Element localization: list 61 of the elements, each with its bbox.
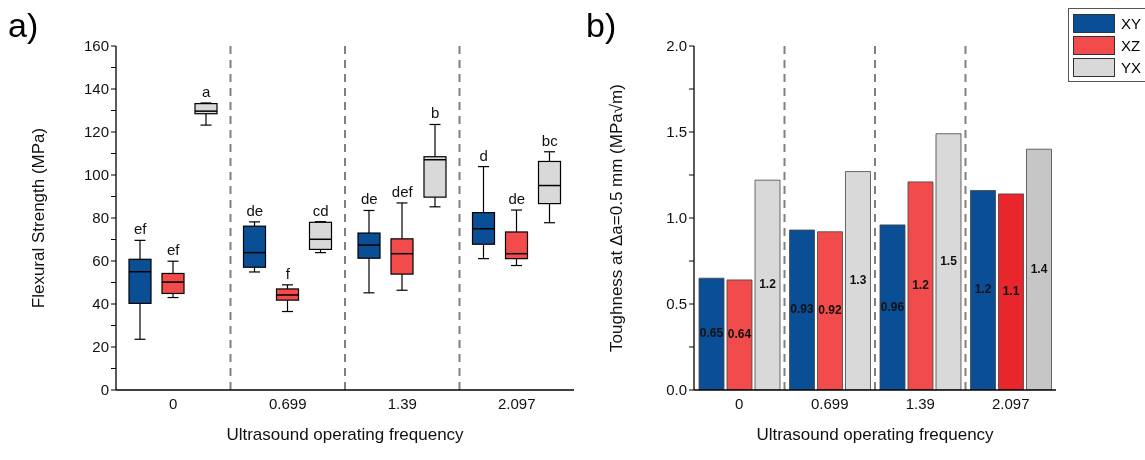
annotation: a — [202, 82, 212, 100]
y-tick-label: 0.5 — [666, 295, 687, 313]
annotation: f — [285, 264, 291, 282]
bar — [789, 229, 815, 390]
y-tick-label: 40 — [92, 295, 109, 313]
annotation: cd — [312, 201, 329, 219]
data-label: 1.3 — [849, 272, 867, 287]
y-tick-label: 20 — [92, 338, 109, 356]
bar — [817, 231, 843, 390]
y-tick-label: 80 — [92, 209, 109, 227]
y-tick-label: 120 — [83, 123, 109, 141]
annotation: ef — [133, 220, 148, 238]
annotation: de — [360, 190, 378, 208]
y-tick-label: 1.0 — [666, 209, 687, 227]
data-label: 1.1 — [1002, 284, 1020, 299]
legend-label: XY — [1120, 14, 1141, 32]
x-tick-label: 0 — [169, 394, 178, 412]
y-tick-label: 60 — [92, 252, 109, 270]
y-axis-title: Toughness at Δa=0.5 mm (MPa√m) — [607, 84, 627, 352]
data-label: 0.65 — [699, 326, 724, 341]
bar — [845, 171, 871, 390]
x-tick-label: 0.699 — [268, 394, 307, 412]
y-tick-label: 140 — [83, 80, 109, 98]
bar — [1026, 148, 1052, 390]
x-tick-label: 0 — [735, 394, 744, 412]
annotation: d — [479, 146, 488, 164]
data-label: 1.2 — [912, 278, 930, 293]
x-tick-label: 2.097 — [991, 394, 1030, 412]
x-tick-label: 1.39 — [905, 394, 935, 412]
x-tick-label: 0.699 — [810, 394, 849, 412]
annotation: ef — [166, 241, 181, 259]
annotation: bc — [541, 131, 559, 149]
x-axis-title: Ultrasound operating frequency — [756, 425, 995, 444]
x-axis-title: Ultrasound operating frequency — [226, 425, 465, 444]
data-label: 0.96 — [880, 299, 905, 314]
data-label: 1.2 — [974, 282, 992, 297]
annotation: def — [391, 182, 414, 200]
y-tick-label: 160 — [83, 37, 109, 55]
legend-label: YX — [1120, 58, 1141, 76]
y-tick-label: 1.5 — [666, 123, 687, 141]
y-axis-title: Flexural Strength (MPa) — [29, 127, 49, 309]
data-label: 0.64 — [727, 327, 752, 342]
chart-title: a) — [8, 6, 39, 44]
y-tick-label: 0 — [100, 381, 109, 399]
x-tick-label: 2.097 — [497, 394, 536, 412]
y-tick-label: 2.0 — [666, 37, 687, 55]
chart-title: b) — [586, 6, 617, 44]
data-label: 0.93 — [790, 302, 814, 317]
bar — [970, 190, 996, 390]
x-tick-label: 1.39 — [387, 394, 417, 412]
annotation: de — [246, 201, 264, 219]
data-label: 1.4 — [1030, 261, 1048, 276]
data-label: 0.92 — [818, 303, 842, 318]
data-label: 1.2 — [759, 277, 777, 292]
annotation: b — [431, 104, 440, 122]
data-label: 1.5 — [940, 254, 958, 269]
y-tick-label: 0.0 — [666, 381, 687, 399]
bar — [998, 193, 1024, 390]
y-tick-label: 100 — [83, 166, 109, 184]
annotation: de — [508, 190, 526, 208]
legend-label: XZ — [1120, 36, 1141, 54]
